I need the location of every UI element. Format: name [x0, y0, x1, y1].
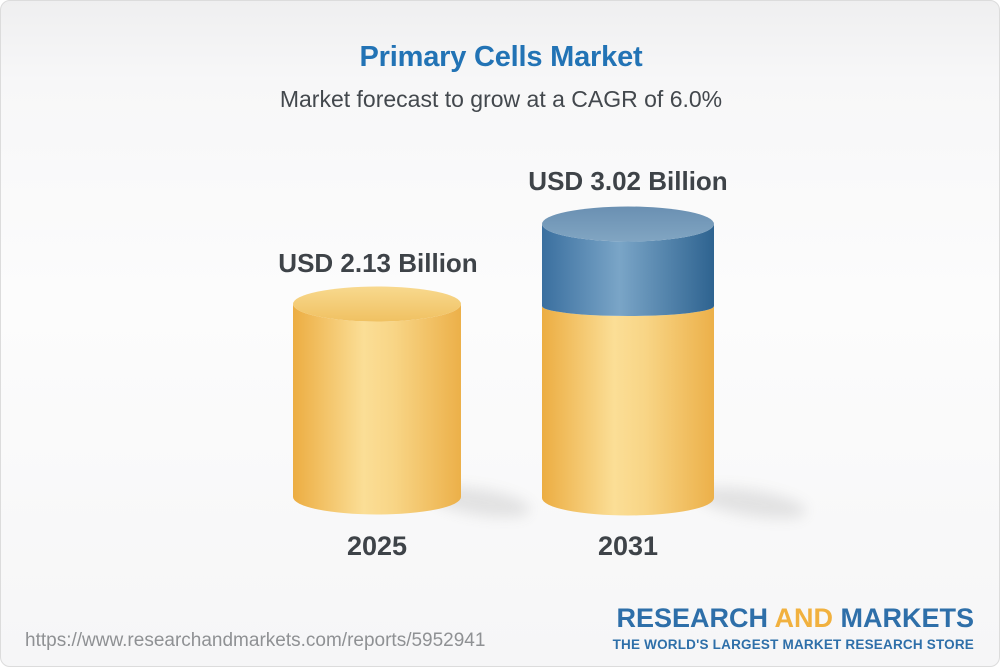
logo-tagline: THE WORLD'S LARGEST MARKET RESEARCH STOR…: [612, 637, 974, 652]
bar-2031-cylinder: [542, 206, 714, 516]
page-subtitle: Market forecast to grow at a CAGR of 6.0…: [279, 86, 723, 112]
value-label-2025: USD 2.13 Billion: [278, 248, 478, 278]
bar-2025-cylinder: [293, 286, 461, 515]
logo-wordmark: RESEARCH AND MARKETS: [613, 603, 974, 634]
source-url: https://www.researchandmarkets.com/repor…: [25, 630, 486, 651]
category-label-2025: 2025: [346, 531, 408, 561]
value-label-2031: USD 3.02 Billion: [528, 166, 728, 196]
page-title: Primary Cells Market: [359, 41, 643, 73]
logo-word-and: AND: [774, 603, 833, 633]
category-label-2031: 2031: [597, 531, 659, 561]
logo-word-markets: MARKETS: [840, 603, 975, 633]
research-and-markets-logo: RESEARCH AND MARKETS THE WORLD'S LARGEST…: [613, 603, 974, 652]
bar-shadow-2031: [695, 487, 807, 519]
logo-word-research: RESEARCH: [616, 603, 768, 633]
